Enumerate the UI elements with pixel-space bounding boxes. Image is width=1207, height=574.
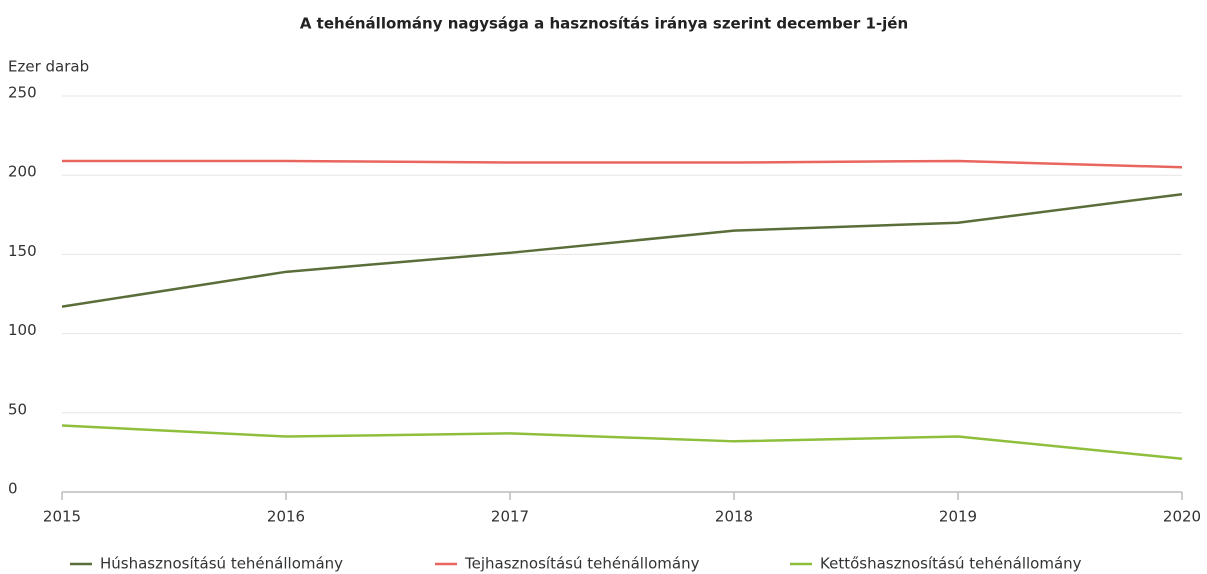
y-tick-label: 100 xyxy=(8,321,37,339)
y-tick-label: 150 xyxy=(8,242,37,260)
series-line xyxy=(62,159,1183,169)
y-tick-label: 50 xyxy=(8,400,27,418)
x-tick-label: 2017 xyxy=(491,508,529,526)
x-tick-label: 2016 xyxy=(267,508,305,526)
x-tick-label: 2019 xyxy=(939,508,977,526)
chart-title: A tehénállomány nagysága a hasznosítás i… xyxy=(300,15,908,33)
series-line xyxy=(61,192,1183,308)
series-line xyxy=(61,424,1183,460)
legend-label: Húshasznosítású tehénállomány xyxy=(100,555,343,573)
y-axis-label: Ezer darab xyxy=(8,58,89,76)
legend-label: Tejhasznosítású tehénállomány xyxy=(464,555,700,573)
y-tick-label: 0 xyxy=(8,480,18,498)
x-tick-label: 2015 xyxy=(43,508,81,526)
x-tick-label: 2020 xyxy=(1163,508,1201,526)
x-tick-label: 2018 xyxy=(715,508,753,526)
y-tick-label: 250 xyxy=(8,84,37,102)
y-tick-label: 200 xyxy=(8,163,37,181)
legend-label: Kettőshasznosítású tehénállomány xyxy=(820,555,1082,573)
